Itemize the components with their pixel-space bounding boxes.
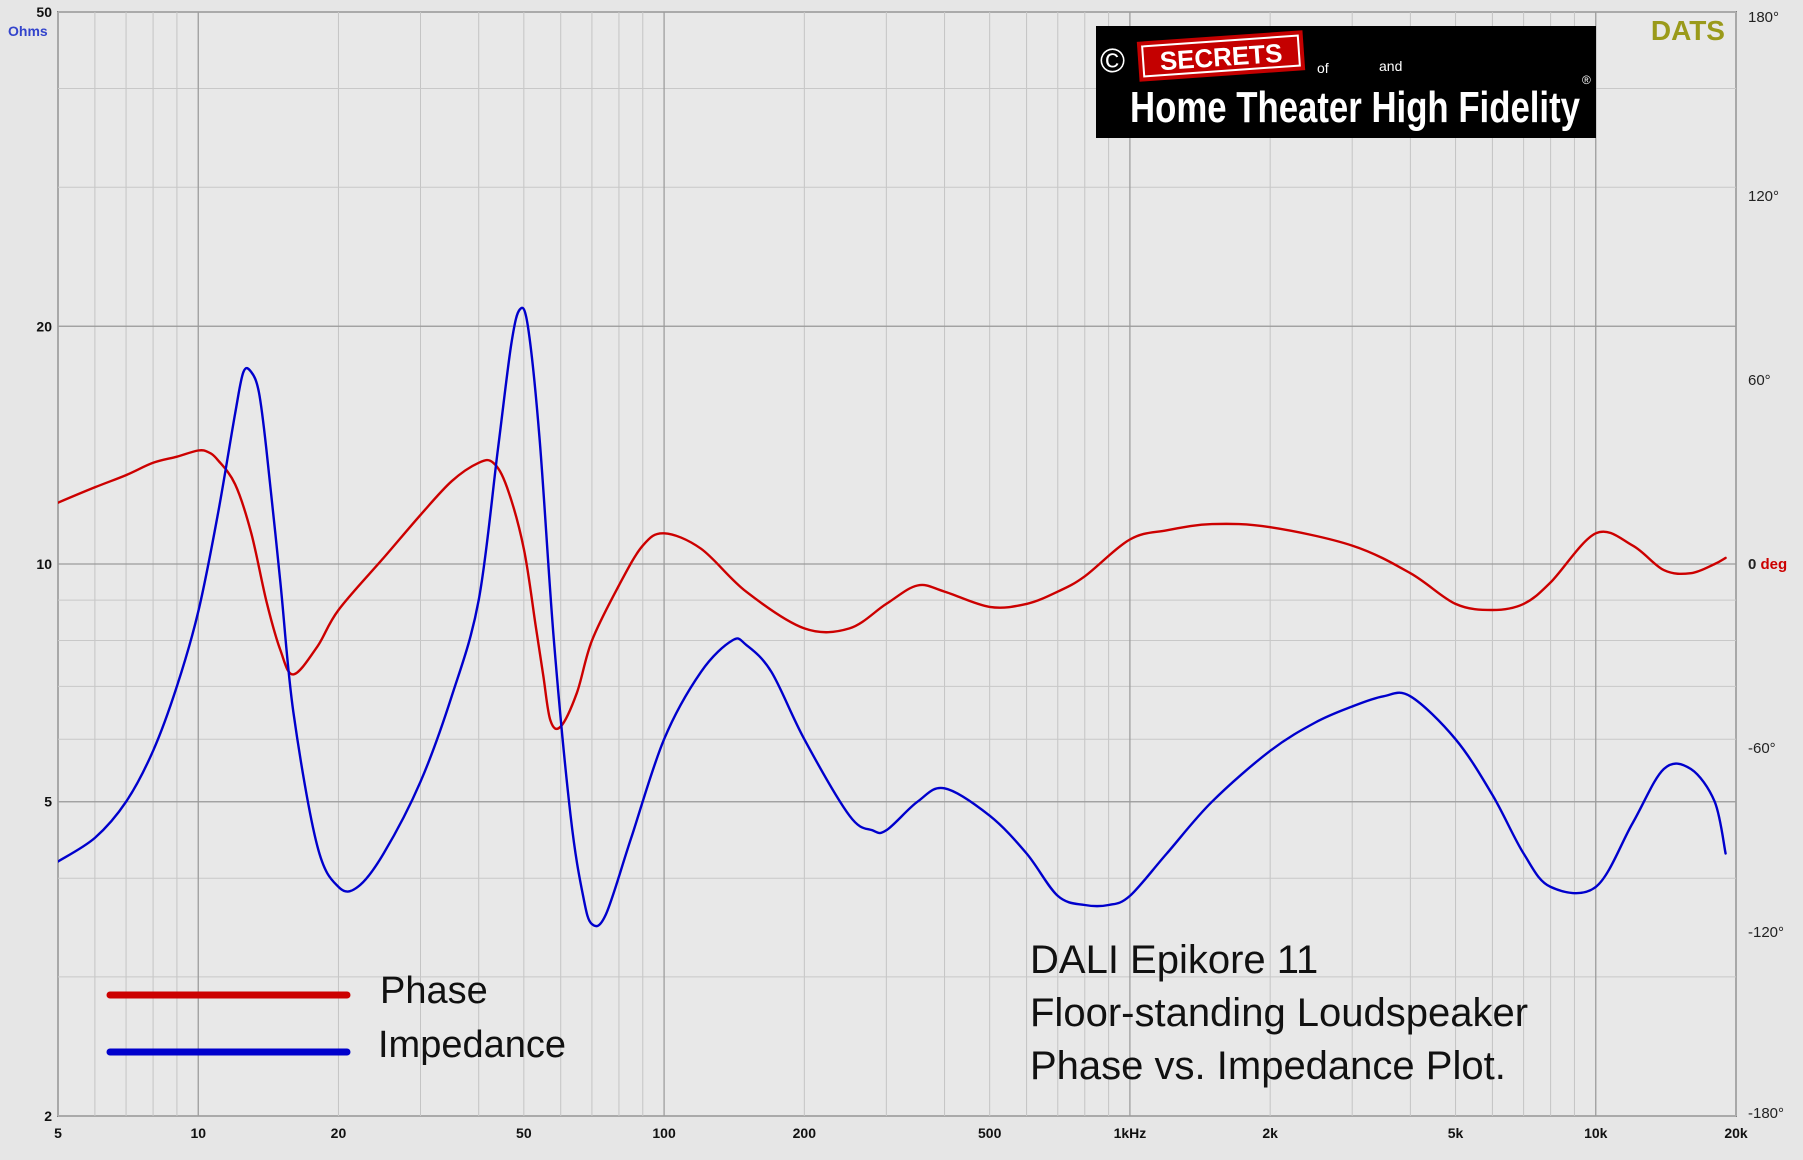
svg-text:and: and xyxy=(1379,58,1402,74)
x-tick-label: 100 xyxy=(652,1125,676,1141)
svg-text:of: of xyxy=(1317,60,1329,76)
x-axis-ticks: 5 10 20 50 100 200 500 1kHz 2k 5k 10k 20k xyxy=(54,1125,1748,1141)
annotation-line-3: Phase vs. Impedance Plot. xyxy=(1030,1044,1506,1088)
legend-phase-label: Phase xyxy=(380,970,488,1012)
svg-text:®: ® xyxy=(1582,73,1591,87)
right-tick-label: 60° xyxy=(1748,372,1771,389)
annotation-line-1: DALI Epikore 11 xyxy=(1030,938,1318,982)
right-tick-label: -60° xyxy=(1748,740,1776,757)
x-tick-label: 5k xyxy=(1448,1125,1464,1141)
right-tick-label: 180° xyxy=(1748,9,1779,26)
legend-impedance-label: Impedance xyxy=(378,1024,566,1066)
svg-text:Home Theater High Fidelity: Home Theater High Fidelity xyxy=(1130,83,1580,132)
annotation-line-2: Floor-standing Loudspeaker xyxy=(1030,991,1528,1035)
x-tick-label: 200 xyxy=(793,1125,817,1141)
chart-annotation: DALI Epikore 11 Floor-standing Loudspeak… xyxy=(1030,938,1528,1088)
left-tick-label: 50 xyxy=(36,4,52,20)
left-tick-label: 2 xyxy=(44,1108,52,1124)
right-tick-label: -180° xyxy=(1748,1105,1784,1122)
x-tick-label: 10 xyxy=(190,1125,206,1141)
right-tick-label: 120° xyxy=(1748,188,1779,205)
left-axis-unit: Ohms xyxy=(8,23,48,39)
series-line-impedance xyxy=(58,306,1727,928)
secrets-logo: © SECRETS of and Home Theater High Fidel… xyxy=(1096,26,1596,138)
x-tick-label: 500 xyxy=(978,1125,1002,1141)
x-tick-label: 1kHz xyxy=(1114,1125,1147,1141)
right-tick-label: 0 deg xyxy=(1748,556,1787,573)
x-tick-label: 10k xyxy=(1584,1125,1608,1141)
series-layer xyxy=(58,306,1727,928)
left-tick-label: 5 xyxy=(44,794,52,810)
svg-text:©: © xyxy=(1100,42,1125,80)
x-tick-label: 5 xyxy=(54,1125,62,1141)
x-tick-label: 2k xyxy=(1262,1125,1278,1141)
major-grid xyxy=(58,12,1736,1116)
x-tick-label: 20k xyxy=(1724,1125,1748,1141)
legend: Phase Impedance xyxy=(106,970,566,1066)
right-axis-ticks: 180° 120° 60° 0 deg -60° -120° -180° xyxy=(1748,9,1787,1122)
left-tick-label: 20 xyxy=(36,318,52,334)
series-line-phase xyxy=(58,449,1727,731)
x-tick-label: 50 xyxy=(516,1125,532,1141)
dats-watermark: DATS xyxy=(1651,15,1725,46)
x-tick-label: 20 xyxy=(331,1125,347,1141)
left-axis-ticks: 50 20 10 5 2 Ohms xyxy=(8,4,52,1124)
left-tick-label: 10 xyxy=(36,556,52,572)
right-tick-label: -120° xyxy=(1748,924,1784,941)
